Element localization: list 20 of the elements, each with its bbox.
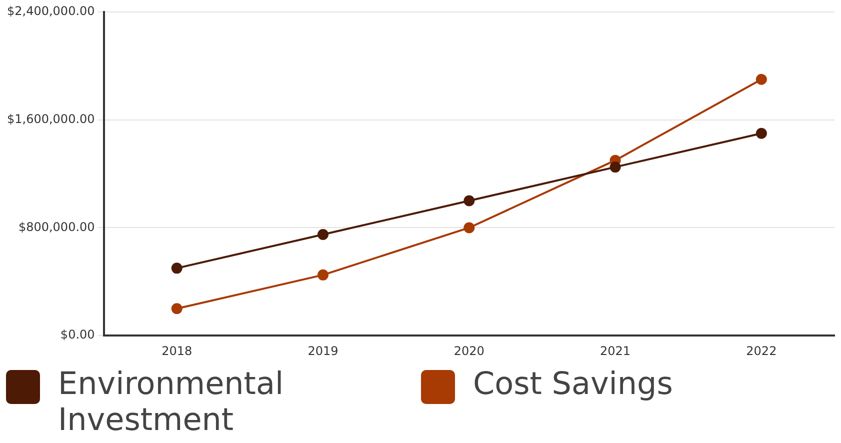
y-tick-label: $800,000.00 [18,220,95,234]
x-tick-label: 2019 [308,344,338,358]
x-tick-label: 2021 [600,344,631,358]
x-tick-label: 2018 [162,344,192,358]
point [756,74,767,85]
legend-label: Cost Savings [473,366,674,402]
y-tick-label: $0.00 [60,328,95,342]
point [464,222,475,234]
y-tick-label: $2,400,000.00 [6,4,95,18]
point [171,303,182,314]
legend-label: Environmental Investment [58,366,285,438]
x-tick-label: 2020 [454,344,484,358]
point [318,269,329,280]
point [171,262,182,274]
y-tick-label: $1,600,000.00 [6,112,95,126]
point [756,128,767,139]
point [318,228,329,240]
point [464,195,475,206]
x-tick-label: 2022 [746,344,777,358]
point [610,162,621,173]
